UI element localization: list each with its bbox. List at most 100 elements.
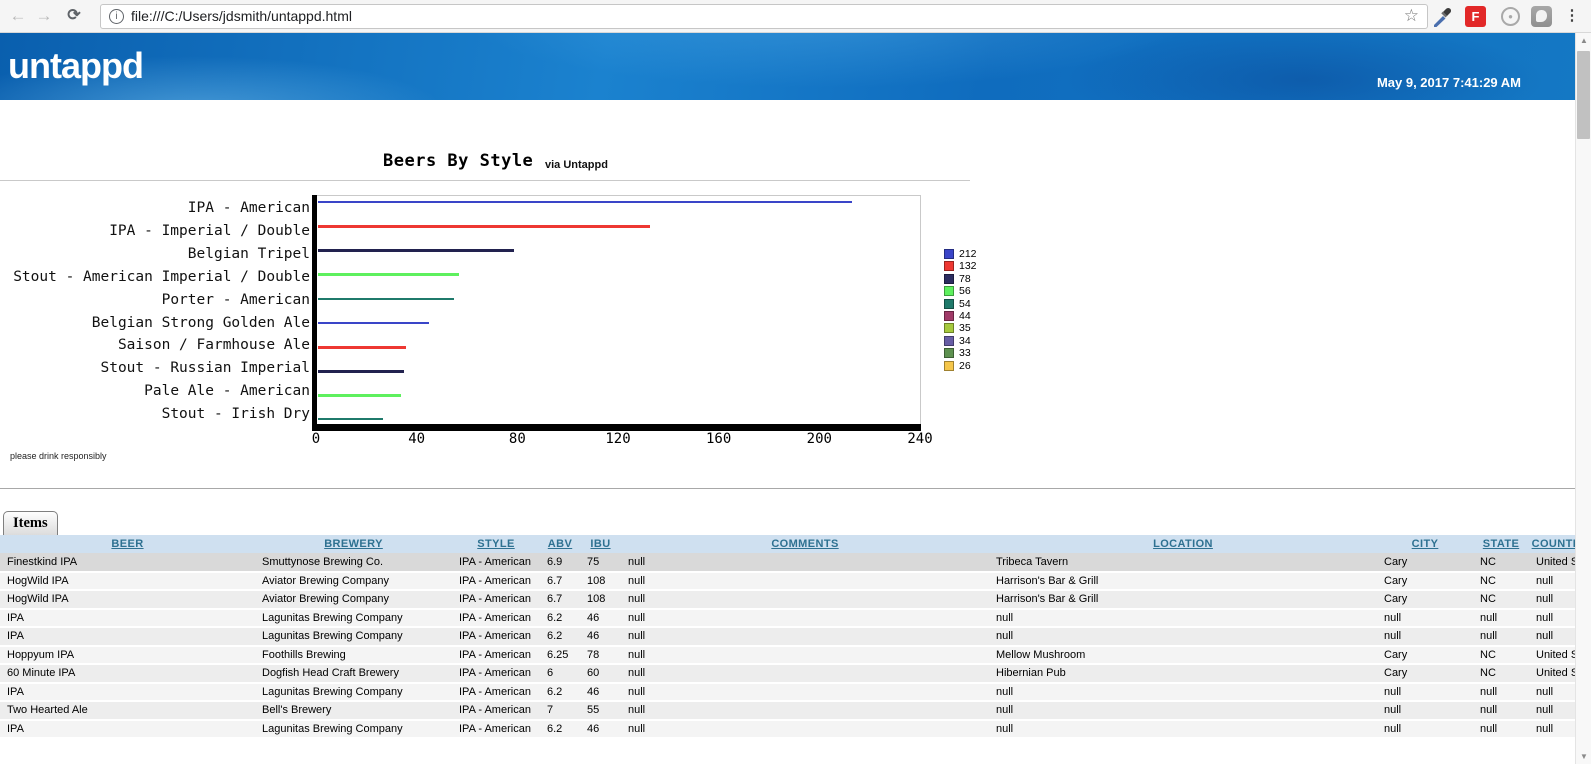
column-header-style[interactable]: STYLE bbox=[452, 535, 540, 553]
table-cell: null bbox=[621, 571, 989, 591]
table-row[interactable]: 60 Minute IPA Dogfish Head Craft Brewery I… bbox=[0, 664, 1591, 684]
table-cell: IPA bbox=[0, 608, 255, 628]
legend-label: 26 bbox=[959, 359, 971, 372]
table-cell: 6.2 bbox=[540, 719, 580, 739]
table-cell: IPA bbox=[0, 682, 255, 702]
table-cell: Cary bbox=[1377, 553, 1473, 573]
table-cell: Lagunitas Brewing Company bbox=[255, 627, 452, 647]
table-cell: null bbox=[1473, 608, 1529, 628]
table-cell: null bbox=[1377, 719, 1473, 739]
table-cell: 60 Minute IPA bbox=[0, 664, 255, 684]
table-cell: Harrison's Bar & Grill bbox=[989, 590, 1377, 610]
browser-menu-icon[interactable]: ⋮ bbox=[1564, 7, 1580, 24]
column-header-state[interactable]: STATE bbox=[1473, 535, 1529, 553]
table-cell: Foothills Brewing bbox=[255, 645, 452, 665]
table-cell: 46 bbox=[580, 719, 621, 739]
chart-category-label: IPA - American bbox=[187, 200, 310, 216]
chart-plot-area bbox=[316, 195, 921, 425]
header-datetime: May 9, 2017 7:41:29 AM bbox=[1376, 75, 1521, 90]
table-cell: NC bbox=[1473, 590, 1529, 610]
scroll-down-icon[interactable]: ▼ bbox=[1580, 752, 1588, 761]
table-cell: IPA - American bbox=[452, 608, 540, 628]
table-cell: 6.2 bbox=[540, 682, 580, 702]
chart-bar bbox=[318, 249, 515, 253]
table-cell: null bbox=[1377, 701, 1473, 721]
scroll-up-icon[interactable]: ▲ bbox=[1580, 36, 1588, 45]
table-cell: 6.9 bbox=[540, 553, 580, 573]
chart-category-label: Porter - American bbox=[161, 291, 310, 308]
back-icon[interactable]: ← bbox=[9, 6, 27, 25]
table-cell: 108 bbox=[580, 590, 621, 610]
legend-label: 34 bbox=[959, 334, 971, 347]
forward-icon[interactable]: → bbox=[35, 6, 53, 25]
column-header-abv[interactable]: ABV bbox=[540, 535, 580, 553]
table-row[interactable]: IPA Lagunitas Brewing Company IPA - Americ… bbox=[0, 627, 1591, 647]
legend-label: 54 bbox=[959, 297, 971, 310]
circle-extension-icon[interactable]: ● bbox=[1501, 7, 1520, 26]
table-row[interactable]: IPA Lagunitas Brewing Company IPA - Americ… bbox=[0, 608, 1591, 628]
table-row[interactable]: HogWild IPA Aviator Brewing Company IPA - … bbox=[0, 590, 1591, 610]
chart-category-label: Stout - American Imperial / Double bbox=[13, 268, 310, 285]
legend-swatch bbox=[944, 249, 954, 259]
page-info-icon[interactable]: i bbox=[109, 9, 124, 24]
site-logo: untappd bbox=[8, 45, 144, 86]
table-cell: null bbox=[621, 664, 989, 684]
scrollbar-thumb[interactable] bbox=[1577, 51, 1590, 139]
table-cell: Finestkind IPA bbox=[0, 553, 255, 573]
legend-label: 78 bbox=[959, 272, 971, 285]
table-cell: null bbox=[1473, 701, 1529, 721]
table-cell: 6 bbox=[540, 664, 580, 684]
legend-swatch bbox=[944, 311, 954, 321]
column-header-brewery[interactable]: BREWERY bbox=[255, 535, 452, 553]
chart-bar bbox=[318, 225, 651, 229]
chart-x-tick-label: 200 bbox=[806, 431, 832, 447]
square-extension-icon[interactable] bbox=[1531, 6, 1552, 27]
table-row[interactable]: Finestkind IPA Smuttynose Brewing Co. IPA … bbox=[0, 553, 1591, 573]
eyedropper-extension-icon[interactable] bbox=[1432, 6, 1453, 27]
table-row[interactable]: IPA Lagunitas Brewing Company IPA - Americ… bbox=[0, 719, 1591, 739]
table-cell: Lagunitas Brewing Company bbox=[255, 719, 452, 739]
address-bar[interactable]: i file:///C:/Users/jdsmith/untappd.html … bbox=[100, 4, 1428, 29]
table-row[interactable]: IPA Lagunitas Brewing Company IPA - Americ… bbox=[0, 682, 1591, 702]
items-table: BEER BREWERY STYLE ABV IBU COMMENTS LOCATION CI… bbox=[0, 535, 1591, 739]
table-cell: 78 bbox=[580, 645, 621, 665]
table-cell: null bbox=[1473, 682, 1529, 702]
table-cell: Hoppyum IPA bbox=[0, 645, 255, 665]
table-row[interactable]: Hoppyum IPA Foothills Brewing IPA - Americ… bbox=[0, 645, 1591, 665]
flipboard-extension-icon[interactable]: F bbox=[1465, 6, 1486, 27]
reload-icon[interactable]: ⟳ bbox=[67, 7, 81, 24]
bookmark-star-icon[interactable]: ☆ bbox=[1403, 6, 1419, 25]
table-row[interactable]: HogWild IPA Aviator Brewing Company IPA - … bbox=[0, 571, 1591, 591]
table-cell: NC bbox=[1473, 571, 1529, 591]
table-cell: 6.7 bbox=[540, 590, 580, 610]
url-text[interactable]: file:///C:/Users/jdsmith/untappd.html bbox=[131, 8, 352, 24]
table-cell: IPA - American bbox=[452, 590, 540, 610]
legend-swatch bbox=[944, 261, 954, 272]
table-cell: null bbox=[621, 608, 989, 628]
column-header-location[interactable]: LOCATION bbox=[989, 535, 1377, 553]
table-cell: null bbox=[621, 682, 989, 702]
legend-swatch bbox=[944, 348, 954, 359]
chart-category-label: Belgian Tripel bbox=[187, 245, 310, 262]
column-header-comments[interactable]: COMMENTS bbox=[621, 535, 989, 553]
table-cell: IPA - American bbox=[452, 553, 540, 573]
table-row[interactable]: Two Hearted Ale Bell's Brewery IPA - Ameri… bbox=[0, 701, 1591, 721]
table-cell: Hibernian Pub bbox=[989, 664, 1377, 684]
legend-label: 132 bbox=[959, 260, 977, 273]
legend-swatch bbox=[944, 335, 954, 346]
chart-category-label: Stout - Russian Imperial bbox=[100, 360, 310, 377]
page-scrollbar[interactable]: ▲ ▼ bbox=[1575, 33, 1591, 764]
table-cell: null bbox=[1377, 682, 1473, 702]
column-header-city[interactable]: CITY bbox=[1377, 535, 1473, 553]
chart-bar bbox=[318, 418, 384, 421]
column-header-ibu[interactable]: IBU bbox=[580, 535, 621, 553]
table-cell: Harrison's Bar & Grill bbox=[989, 571, 1377, 591]
table-cell: Cary bbox=[1377, 590, 1473, 610]
column-header-beer[interactable]: BEER bbox=[0, 535, 255, 553]
table-cell: 7 bbox=[540, 701, 580, 721]
table-cell: Aviator Brewing Company bbox=[255, 571, 452, 591]
tab-items[interactable]: Items bbox=[3, 511, 58, 535]
chart-bar bbox=[318, 370, 404, 374]
table-cell: null bbox=[621, 645, 989, 665]
browser-toolbar: ← → ⟳ i file:///C:/Users/jdsmith/untappd… bbox=[0, 0, 1591, 33]
